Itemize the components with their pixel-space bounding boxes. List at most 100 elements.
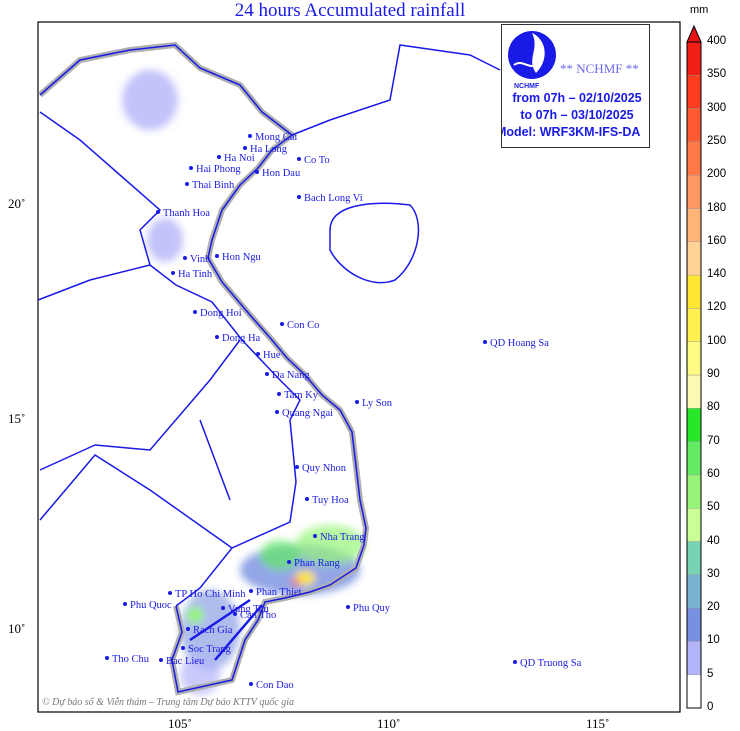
colorbar-label: 5 — [707, 667, 714, 680]
nchmf-logo — [508, 31, 556, 79]
place-marker — [189, 166, 193, 170]
place-label: Ha Noi — [224, 153, 255, 164]
colorbar — [686, 24, 702, 709]
colorbar-bin — [686, 241, 702, 276]
colorbar-bin — [686, 108, 702, 143]
colorbar-label: 250 — [707, 134, 727, 147]
place-label: Con Co — [287, 320, 319, 331]
model-name: Model: WRF3KM-IFS-DA — [501, 125, 641, 139]
colorbar-label: 400 — [707, 35, 727, 47]
place-marker — [221, 606, 225, 610]
colorbar-bin — [686, 374, 702, 409]
colorbar-label: 20 — [707, 601, 720, 614]
place-marker — [123, 602, 127, 606]
place-marker — [295, 465, 299, 469]
place-marker — [249, 589, 253, 593]
place-label: Phan Thiet — [256, 587, 302, 598]
lat-tick-label: 20˚ — [8, 196, 25, 211]
colorbar-label: 80 — [707, 401, 720, 414]
place-marker — [159, 658, 163, 662]
place-marker — [215, 335, 219, 339]
colorbar-bin — [686, 674, 702, 709]
lat-tick-label: 10˚ — [8, 621, 25, 636]
info-box: NCHMF ** NCHMF ** from 07h – 02/10/2025 … — [501, 24, 650, 148]
colorbar-label: 10 — [707, 634, 720, 647]
place-label: Phu Quoc — [130, 600, 172, 611]
colorbar-bin — [686, 541, 702, 575]
place-label: Tuy Hoa — [312, 495, 349, 506]
place-marker — [355, 400, 359, 404]
place-label: Vung Tau — [228, 604, 269, 615]
place-marker — [186, 627, 190, 631]
place-label: Co To — [304, 155, 330, 166]
place-label: Ly Son — [362, 398, 393, 409]
colorbar-bin — [686, 441, 702, 476]
place-marker — [483, 340, 487, 344]
lon-tick-label: 105˚ — [168, 716, 192, 731]
lat-tick-label: 15˚ — [8, 411, 25, 426]
colorbar-arrow — [686, 24, 702, 43]
colorbar-label: 0 — [707, 701, 714, 713]
colorbar-bin — [686, 141, 702, 176]
colorbar-bin — [686, 508, 702, 542]
colorbar-bin — [686, 274, 702, 309]
colorbar-bin — [686, 574, 702, 609]
place-label: Ha Tinh — [178, 269, 213, 280]
place-label: QD Hoang Sa — [490, 338, 549, 349]
place-label: Bach Long Vi — [304, 193, 363, 204]
place-marker — [233, 612, 237, 616]
place-marker — [280, 322, 284, 326]
colorbar-label: 120 — [707, 301, 727, 314]
place-marker — [513, 660, 517, 664]
place-marker — [185, 182, 189, 186]
place-marker — [305, 497, 309, 501]
colorbar-bin — [686, 341, 702, 376]
place-marker — [346, 605, 350, 609]
place-label: Tho Chu — [112, 654, 150, 665]
place-label: Quang Ngai — [282, 408, 333, 419]
map-title: 24 hours Accumulated rainfall — [234, 0, 466, 21]
place-marker — [168, 591, 172, 595]
colorbar-label: 60 — [707, 467, 720, 480]
colorbar-label: 180 — [707, 201, 727, 214]
place-label: Ha Long — [250, 144, 288, 155]
colorbar-label: 160 — [707, 234, 727, 247]
place-label: Con Dao — [256, 680, 294, 691]
place-label: Phan Rang — [294, 558, 341, 569]
place-label: Hai Phong — [196, 164, 241, 175]
colorbar-label: 140 — [707, 268, 727, 281]
place-label: Tam Ky — [284, 390, 319, 401]
place-marker — [255, 170, 259, 174]
place-label: Can Tho — [240, 610, 276, 621]
colorbar-bin — [686, 607, 702, 642]
place-marker — [243, 146, 247, 150]
place-marker — [265, 372, 269, 376]
place-marker — [287, 560, 291, 564]
colorbar-label: 50 — [707, 501, 720, 514]
colorbar-bin — [686, 308, 702, 342]
coastlines-and-borders — [37, 41, 501, 696]
place-label: Thai Binh — [192, 180, 235, 191]
place-marker — [156, 210, 160, 214]
place-label: Da Nang — [272, 370, 310, 381]
place-label: Rach Gia — [193, 625, 233, 636]
place-label: Mong Cai — [255, 132, 297, 143]
lon-tick-label: 115˚ — [586, 716, 609, 731]
place-label: Nha Trang — [320, 532, 365, 543]
colorbar-bin — [686, 208, 702, 242]
colorbar-label: 300 — [707, 101, 727, 114]
place-label: Hon Ngu — [222, 252, 262, 263]
logo-text: NCHMF — [514, 83, 540, 90]
colorbar-bin — [686, 474, 702, 509]
colorbar-label: 200 — [707, 168, 727, 181]
date-to: to 07h – 03/10/2025 — [520, 108, 634, 122]
place-label: Hon Dau — [262, 168, 301, 179]
place-marker — [277, 392, 281, 396]
place-marker — [249, 682, 253, 686]
lon-tick-label: 110˚ — [377, 716, 400, 731]
colorbar-bin — [686, 174, 702, 209]
place-marker — [193, 310, 197, 314]
place-marker — [248, 134, 252, 138]
place-label: QD Truong Sa — [520, 658, 582, 669]
place-marker — [275, 410, 279, 414]
